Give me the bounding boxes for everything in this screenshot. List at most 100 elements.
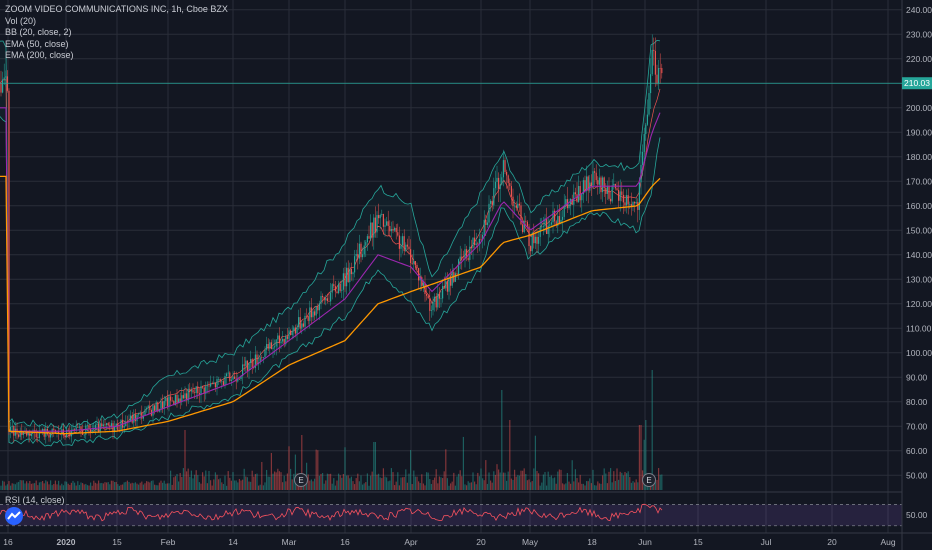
candle-body	[200, 386, 202, 395]
candle-body	[635, 202, 637, 204]
volume-bar	[198, 482, 200, 490]
volume-bar	[621, 472, 623, 490]
volume-bar	[74, 482, 76, 490]
volume-bar	[506, 480, 508, 490]
chart-grid	[0, 0, 902, 533]
volume-bar	[40, 481, 42, 490]
legend-volume[interactable]: Vol (20)	[5, 15, 37, 26]
candle-body	[253, 367, 255, 368]
volume-bar	[360, 475, 362, 490]
volume-bar	[214, 472, 216, 490]
candle-body	[270, 342, 272, 349]
candle-body	[307, 316, 309, 321]
volume-bar	[229, 477, 231, 490]
candle-body	[139, 412, 141, 414]
volume-bar	[312, 481, 314, 490]
candle-body	[35, 433, 37, 438]
volume-bar	[48, 484, 50, 490]
candle-body	[259, 357, 261, 363]
volume-bar	[194, 474, 196, 490]
volume-bar	[189, 476, 191, 490]
time-tick-label: Feb	[161, 537, 176, 547]
volume-bar	[461, 476, 463, 490]
candle-body	[248, 363, 250, 371]
price-axis[interactable]: 50.00 60.00 70.00 80.00 90.00 100.00 110.00 120…	[901, 0, 932, 550]
candle-body	[538, 236, 540, 244]
volume-bar	[206, 483, 208, 490]
candle-body	[29, 431, 31, 436]
volume-bar	[595, 485, 597, 490]
candle-body	[458, 259, 460, 275]
volume-bar	[22, 480, 24, 490]
time-tick-label: Jul	[761, 537, 772, 547]
volume-bar	[514, 469, 516, 490]
legend-bollinger[interactable]: BB (20, close, 2)	[5, 27, 72, 37]
volume-bar	[602, 475, 604, 490]
volume-bar	[421, 474, 423, 490]
volume-bar	[584, 485, 586, 490]
volume-bar	[618, 479, 620, 490]
volume-bar	[411, 484, 413, 490]
candle-body	[168, 396, 170, 407]
volume-bar	[606, 483, 608, 490]
candle-body	[533, 232, 535, 244]
volume-bar	[21, 480, 23, 490]
volume-bar	[442, 478, 444, 490]
volume-bar	[469, 482, 471, 490]
candle-body	[581, 194, 583, 201]
candle-body	[520, 205, 522, 225]
candle-body	[525, 220, 527, 222]
candle-body	[384, 225, 386, 227]
volume-bar	[91, 485, 93, 490]
candle-body	[333, 284, 335, 287]
volume-bar	[115, 481, 117, 490]
candle-body	[350, 268, 352, 275]
volume-bar	[498, 469, 500, 490]
volume-bar	[141, 481, 143, 490]
volume-bar	[571, 460, 573, 490]
candle-body	[264, 349, 266, 358]
candle-body	[208, 385, 210, 387]
rsi-legend[interactable]: RSI (14, close)	[5, 495, 65, 505]
volume-bar	[434, 477, 436, 490]
volume-bar	[448, 485, 450, 490]
price-tick-label: 130.00	[906, 274, 932, 284]
volume-bar	[58, 480, 60, 490]
volume-bar	[181, 477, 183, 490]
volume-bar	[424, 485, 426, 490]
candle-body	[147, 405, 149, 408]
volume-bar	[277, 468, 279, 490]
candle-body	[610, 198, 612, 202]
volume-bar	[160, 480, 162, 490]
volume-bar	[603, 468, 605, 490]
volume-bar	[205, 470, 207, 490]
candle-body	[659, 67, 661, 69]
legend-symbol[interactable]: ZOOM VIDEO COMMUNICATIONS INC, 1h, Cboe …	[5, 4, 228, 14]
tradingview-logo-icon[interactable]	[4, 506, 24, 526]
legend-ema50[interactable]: EMA (50, close)	[5, 38, 69, 49]
candle-body	[205, 386, 207, 394]
time-axis[interactable]: 16 2020 15 Feb 14 Mar 16 Apr 20 May 18 Jun 15 Jul 20 Au…	[0, 532, 932, 547]
candle-body	[221, 381, 223, 382]
volume-bar	[216, 474, 218, 490]
candle-body	[531, 232, 533, 252]
candle-body	[611, 185, 613, 202]
volume-bar	[98, 480, 100, 490]
legend-ema200[interactable]: EMA (200, close)	[5, 50, 74, 60]
candle-body	[72, 429, 74, 430]
candle-body	[544, 218, 546, 227]
volume-bar	[221, 482, 223, 490]
candle-body	[61, 429, 63, 435]
price-tick-label: 60.00	[906, 446, 928, 456]
volume-bar	[480, 468, 482, 490]
volume-bar	[477, 472, 479, 490]
candle-body	[658, 67, 660, 84]
candle-body	[386, 221, 388, 226]
candle-body	[206, 385, 208, 387]
volume-bar	[83, 484, 85, 490]
volume-bar	[587, 481, 589, 490]
volume-bar	[94, 482, 96, 490]
time-tick-label: May	[522, 537, 539, 547]
candle-body	[586, 176, 588, 192]
